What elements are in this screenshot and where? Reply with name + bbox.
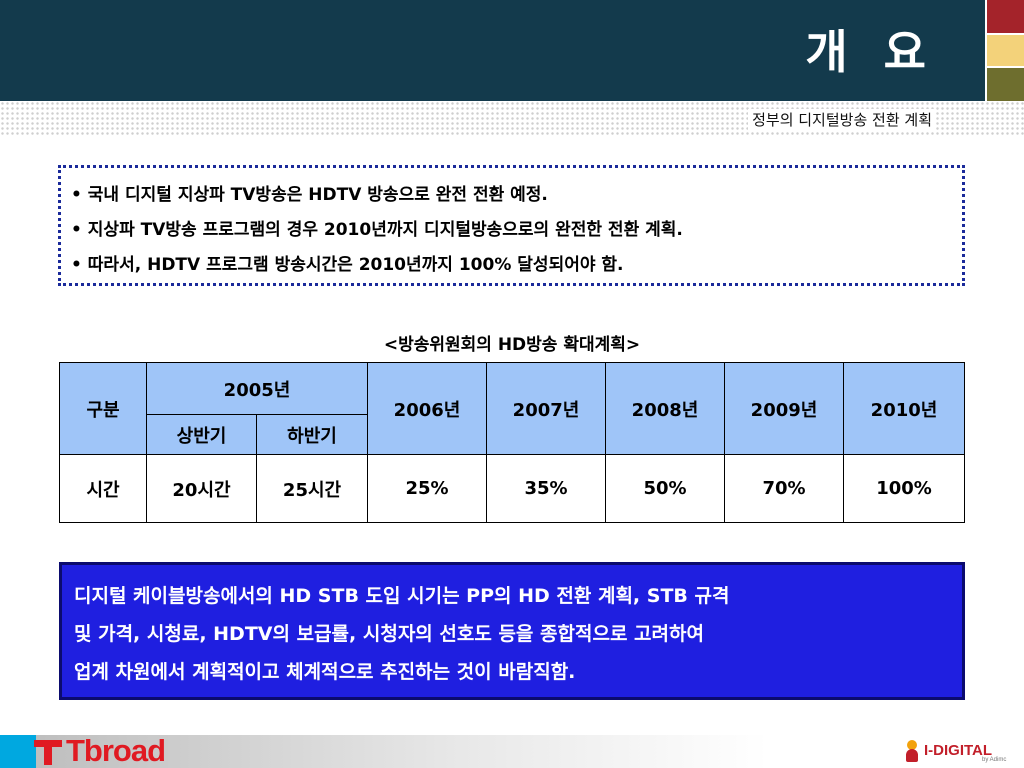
conclusion-line: 및 가격, 시청료, HDTV의 보급률, 시청자의 선호도 등을 종합적으로 …: [74, 623, 704, 645]
header-2009-cell: 2009년: [724, 362, 845, 455]
footer-bar: [0, 735, 1024, 768]
row-label-cell: 시간: [59, 454, 147, 523]
table-subheader-row: 상반기 하반기: [60, 414, 965, 455]
value-cell: 50%: [605, 454, 726, 523]
page-title: 개 요: [805, 25, 936, 79]
value-cell: 25%: [367, 454, 488, 523]
header-2010-cell: 2010년: [843, 362, 966, 455]
conclusion-line: 업계 차원에서 계획적이고 체계적으로 추진하는 것이 바람직함.: [74, 661, 576, 683]
idigital-logo-text: I-DIGITAL: [924, 742, 993, 759]
header-2006-cell: 2006년: [367, 362, 488, 455]
summary-bullet-box: 국내 디지털 지상파 TV방송은 HDTV 방송으로 완전 전환 예정. 지상파…: [58, 165, 965, 286]
table-header-row: 구분 2005년 2006년 2007년 2008년 2009년 2010년: [59, 362, 966, 455]
bullet-item: 지상파 TV방송 프로그램의 경우 2010년까지 디지털방송으로의 완전한 전…: [71, 213, 962, 248]
color-swatch-olive: [987, 68, 1024, 101]
conclusion-box: 디지털 케이블방송에서의 HD STB 도입 시기는 PP의 HD 전환 계획,…: [59, 562, 965, 700]
header-bar: [0, 0, 985, 101]
value-cell: 35%: [486, 454, 607, 523]
color-swatch-yellow: [987, 35, 1024, 66]
hd-expansion-plan-table: 구분 2005년 2006년 2007년 2008년 2009년 2010년 상…: [59, 362, 966, 523]
bullet-item: 국내 디지털 지상파 TV방송은 HDTV 방송으로 완전 전환 예정.: [71, 178, 962, 213]
bullet-item: 따라서, HDTV 프로그램 방송시간은 2010년까지 100% 달성되어야 …: [71, 248, 962, 283]
tbroad-mark-icon: [34, 737, 62, 765]
table-row: 시간 20시간 25시간 25% 35% 50% 70% 100%: [59, 454, 966, 523]
page-subtitle: 정부의 디지털방송 전환 계획: [748, 109, 936, 130]
footer-accent: [0, 735, 36, 768]
person-icon: [904, 739, 920, 762]
conclusion-line: 디지털 케이블방송에서의 HD STB 도입 시기는 PP의 HD 전환 계획,…: [74, 585, 730, 607]
value-cell: 25시간: [255, 454, 369, 523]
idigital-logo-sub: by Adimc: [982, 757, 1007, 763]
header-2007-cell: 2007년: [486, 362, 607, 455]
value-cell: 70%: [724, 454, 845, 523]
header-2005-cell: 2005년: [145, 362, 369, 415]
header-2008-cell: 2008년: [605, 362, 726, 455]
color-swatch-red: [987, 0, 1024, 33]
value-cell: 100%: [843, 454, 966, 523]
value-cell: 20시간: [146, 454, 257, 523]
header-category-cell: 구분: [59, 362, 147, 455]
table-caption: <방송위원회의 HD방송 확대계획>: [383, 335, 641, 355]
idigital-logo: I-DIGITAL: [890, 733, 1024, 768]
header-half2-cell: 하반기: [255, 414, 369, 455]
tbroad-logo-text: Tbroad: [66, 733, 166, 768]
tbroad-logo: Tbroad: [34, 733, 166, 768]
header-half1-cell: 상반기: [146, 414, 257, 455]
